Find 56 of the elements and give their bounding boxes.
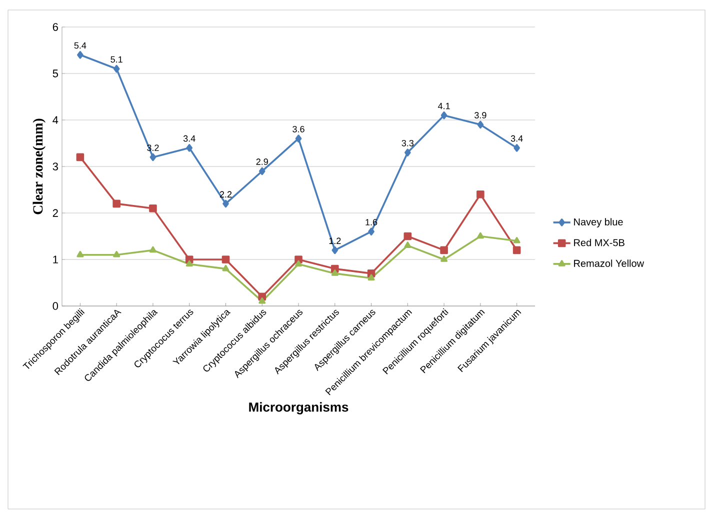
x-axis-title: Microorganisms xyxy=(249,402,348,414)
data-label: 4.1 xyxy=(438,102,450,110)
point xyxy=(258,297,266,304)
point xyxy=(476,190,484,198)
point xyxy=(404,232,412,240)
point xyxy=(440,111,448,120)
y-axis-title: Clear zone(mm) xyxy=(32,118,46,214)
point xyxy=(258,167,266,176)
point xyxy=(514,144,520,152)
data-label: 3.3 xyxy=(402,140,414,146)
data-label: 3.4 xyxy=(510,135,523,142)
point xyxy=(222,200,229,208)
data-label: 2.2 xyxy=(220,191,232,198)
point xyxy=(222,264,230,272)
y-tick-label: 4 xyxy=(52,116,58,124)
point xyxy=(295,260,302,267)
point xyxy=(222,256,230,264)
point xyxy=(295,134,302,142)
point xyxy=(368,228,374,236)
point xyxy=(404,148,411,156)
point xyxy=(440,246,448,254)
point xyxy=(76,250,84,258)
point xyxy=(368,274,375,280)
point xyxy=(113,250,120,258)
data-label: 3.6 xyxy=(292,126,304,132)
y-tick-label: 3 xyxy=(52,162,58,170)
point xyxy=(404,242,412,248)
data-label: 5.4 xyxy=(74,42,86,49)
point xyxy=(332,246,338,254)
point xyxy=(77,51,84,59)
point xyxy=(112,200,120,208)
y-tick-label: 5 xyxy=(52,70,58,78)
data-label: 2.9 xyxy=(256,158,268,165)
point xyxy=(476,232,484,239)
legend-label: Navey blue xyxy=(574,218,623,228)
point xyxy=(150,153,156,162)
data-label: 3.4 xyxy=(183,135,196,142)
point xyxy=(331,270,338,276)
y-tick-label: 0 xyxy=(52,302,58,310)
point xyxy=(113,64,120,73)
y-tick-label: 6 xyxy=(52,23,58,31)
data-label: 3.9 xyxy=(474,112,486,118)
point xyxy=(513,237,520,244)
legend-label: Remazol Yellow xyxy=(574,260,644,267)
point xyxy=(186,260,193,267)
point xyxy=(440,256,448,262)
point xyxy=(512,246,521,254)
point xyxy=(477,120,484,129)
legend-label: Red MX-5B xyxy=(574,238,624,246)
point xyxy=(149,246,156,253)
y-tick-label: 1 xyxy=(53,256,58,264)
y-tick-label: 2 xyxy=(52,209,58,217)
point xyxy=(76,153,84,162)
point xyxy=(149,204,157,212)
point xyxy=(186,144,192,152)
data-label: 5.1 xyxy=(110,56,122,63)
